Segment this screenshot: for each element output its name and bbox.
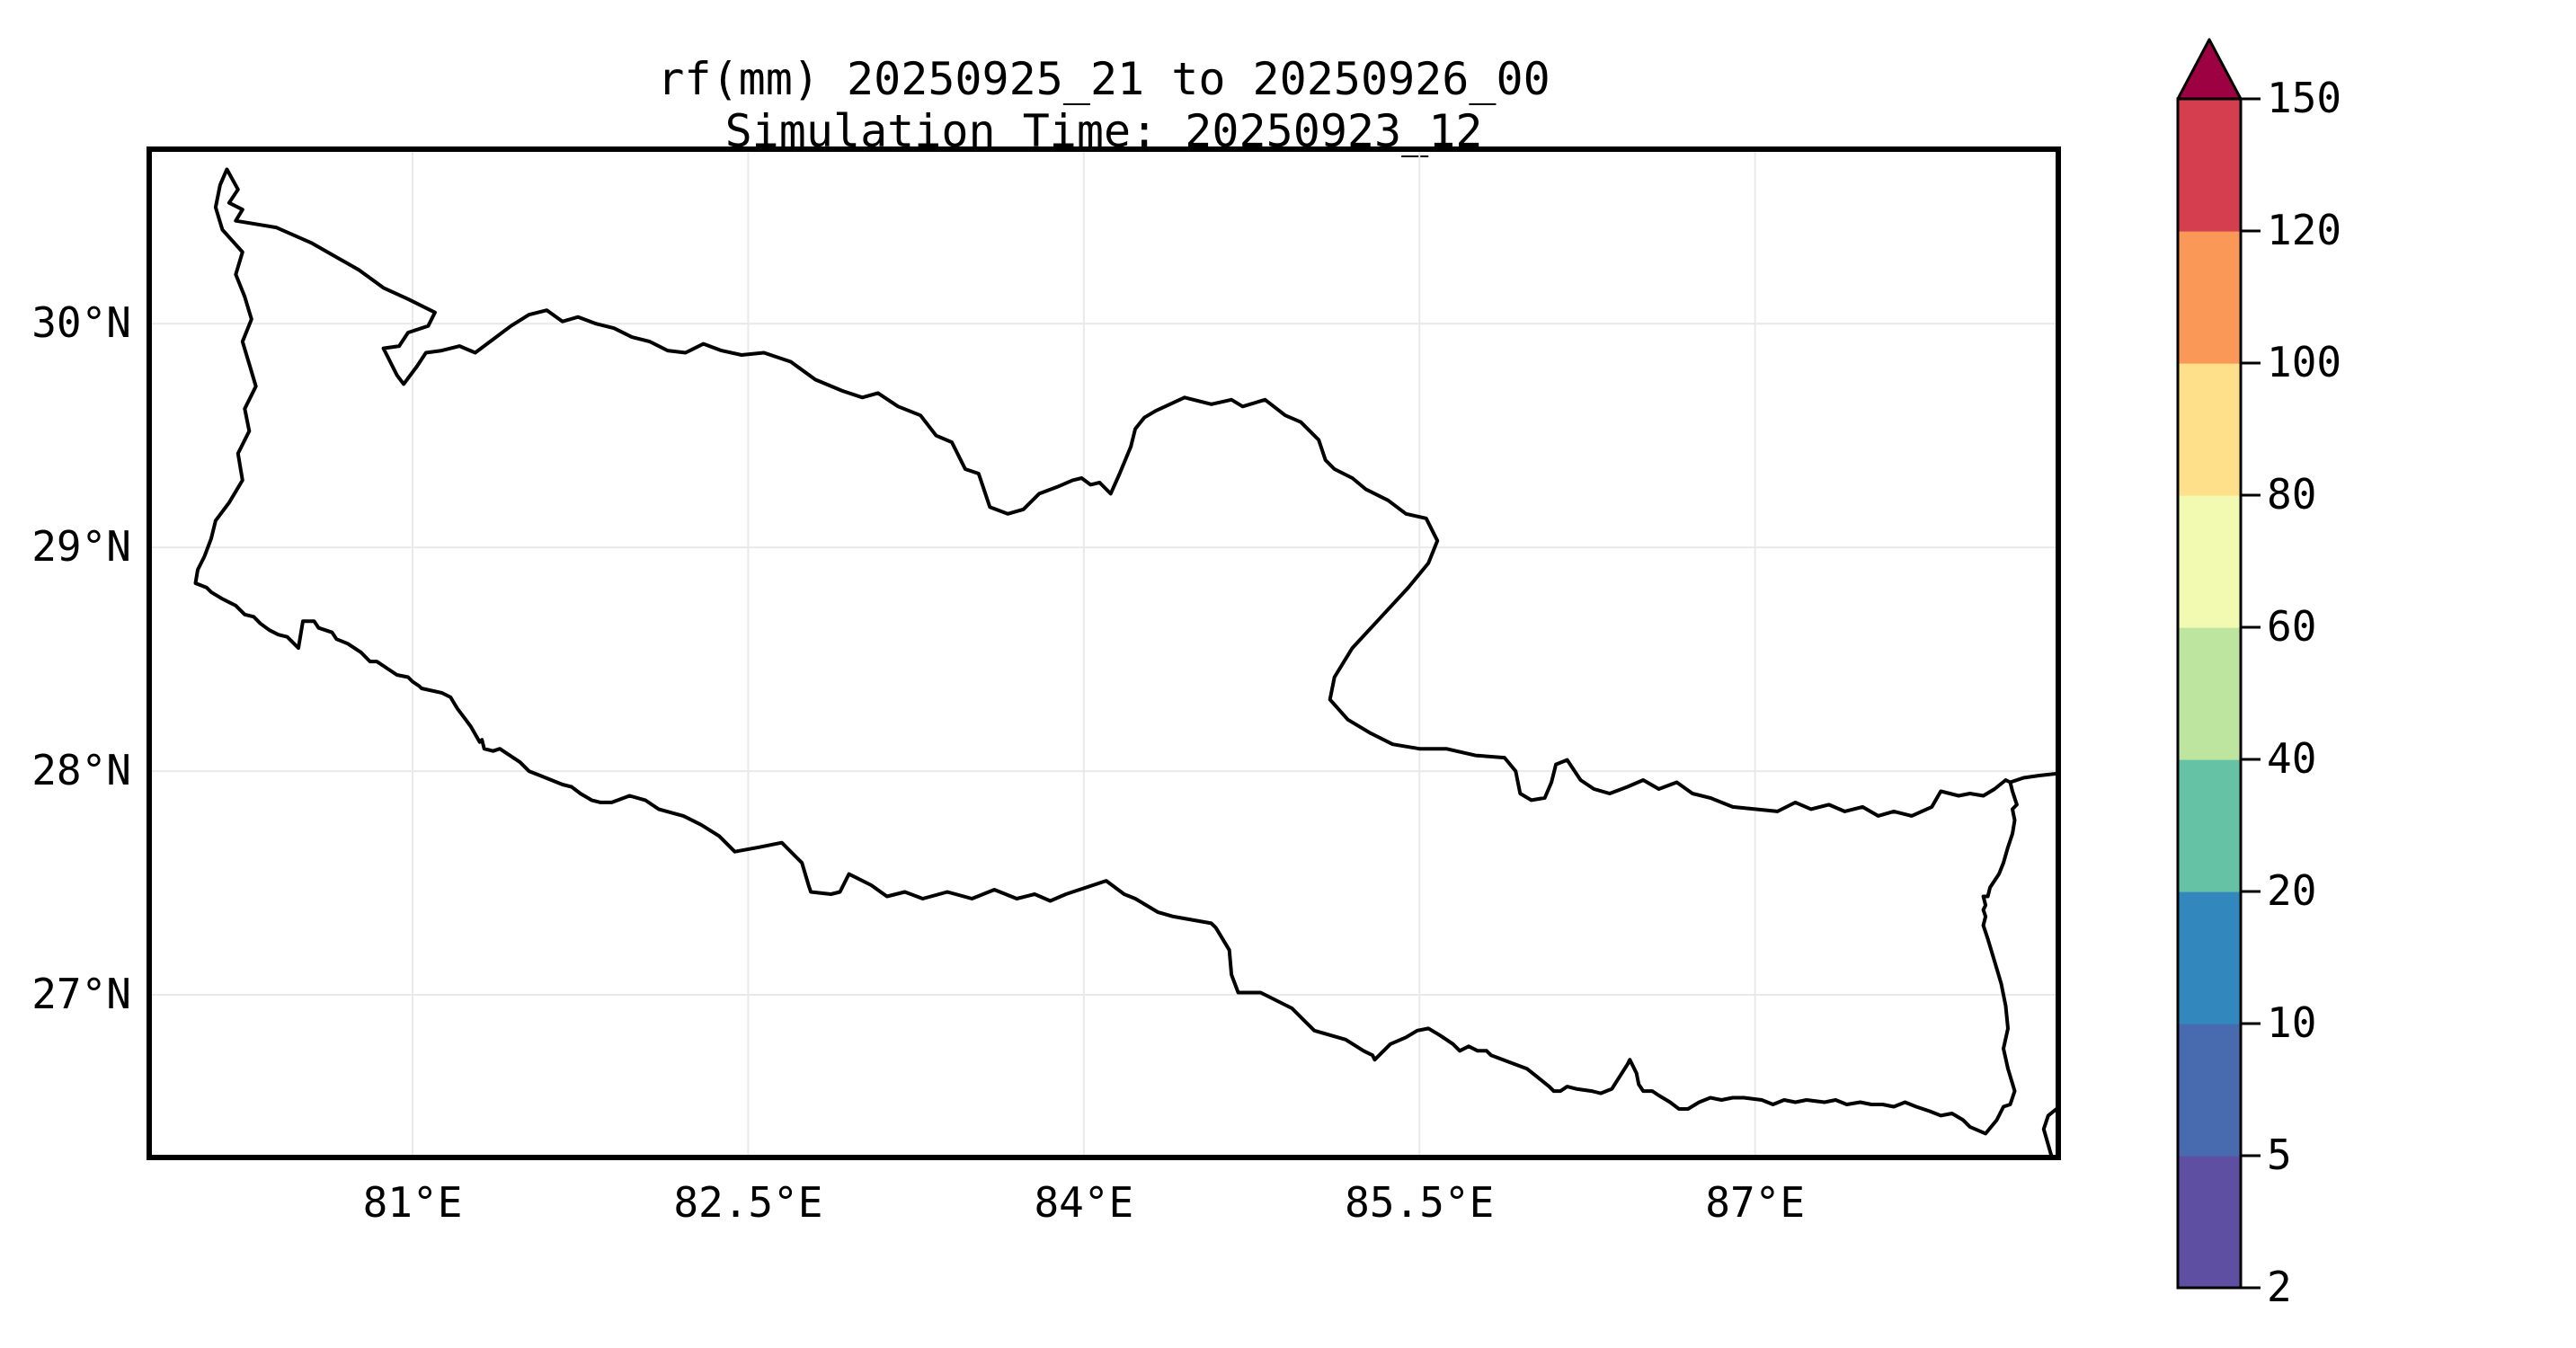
colorbar-tick-label: 150 bbox=[2267, 74, 2342, 122]
x-tick-label: 85.5°E bbox=[1345, 1178, 1495, 1227]
plot-frame bbox=[147, 146, 2061, 1160]
y-tick-label: 30°N bbox=[31, 298, 131, 348]
x-tick-label: 81°E bbox=[362, 1178, 463, 1227]
colorbar-tick-label: 10 bbox=[2267, 998, 2317, 1047]
x-tick-label: 84°E bbox=[1034, 1178, 1134, 1227]
country-borders-layer bbox=[193, 167, 2058, 1157]
colorbar-tick-label: 20 bbox=[2267, 866, 2317, 915]
colorbar-tick-label: 80 bbox=[2267, 470, 2317, 519]
se-border-fragment bbox=[2041, 1104, 2058, 1157]
colorbar-band bbox=[2178, 891, 2241, 1024]
colorbar-over-arrow bbox=[2176, 38, 2243, 101]
colorbar-tick-label: 5 bbox=[2267, 1131, 2292, 1179]
colorbar-tick-label: 60 bbox=[2267, 602, 2317, 651]
colorbar-band bbox=[2178, 1156, 2241, 1289]
colorbar-tick-label: 40 bbox=[2267, 734, 2317, 783]
colorbar-band bbox=[2178, 627, 2241, 760]
graticule bbox=[149, 149, 2058, 1157]
colorbar-band bbox=[2178, 363, 2241, 496]
x-tick-label: 87°E bbox=[1705, 1178, 1806, 1227]
plot-title-line1: rf(mm) 20250925_21 to 20250926_00 bbox=[657, 53, 1550, 105]
y-tick-label: 28°N bbox=[31, 746, 131, 795]
colorbar-tick-label: 100 bbox=[2267, 338, 2342, 386]
colorbar bbox=[2176, 38, 2261, 1290]
colorbar-band bbox=[2178, 231, 2241, 364]
nepal-border-outline bbox=[193, 167, 2019, 1136]
china-india-border-segment bbox=[2008, 771, 2058, 785]
colorbar-band bbox=[2178, 759, 2241, 892]
colorbar-tick-label: 2 bbox=[2267, 1263, 2292, 1311]
y-tick-label: 29°N bbox=[31, 522, 131, 572]
colorbar-tick-label: 120 bbox=[2267, 206, 2342, 254]
colorbar-band bbox=[2178, 495, 2241, 628]
colorbar-band bbox=[2178, 99, 2241, 232]
colorbar-outline bbox=[2176, 97, 2243, 1290]
y-tick-label: 27°N bbox=[31, 970, 131, 1019]
colorbar-band bbox=[2178, 1024, 2241, 1157]
x-tick-label: 82.5°E bbox=[673, 1178, 823, 1227]
